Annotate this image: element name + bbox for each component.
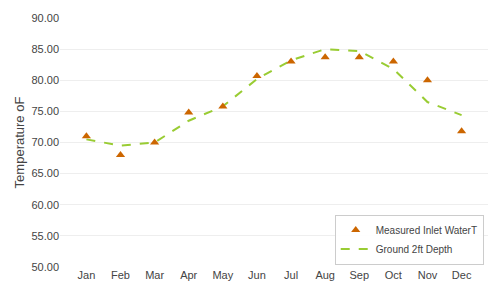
svg-text:Aug: Aug — [315, 269, 335, 281]
svg-text:75.00: 75.00 — [31, 105, 59, 117]
svg-text:Jun: Jun — [248, 269, 266, 281]
svg-text:Mar: Mar — [145, 269, 164, 281]
svg-text:55.00: 55.00 — [31, 230, 59, 242]
svg-text:80.00: 80.00 — [31, 74, 59, 86]
svg-text:Temperature oF: Temperature oF — [12, 97, 27, 189]
svg-text:Jul: Jul — [284, 269, 298, 281]
svg-text:90.00: 90.00 — [31, 12, 59, 24]
svg-text:Feb: Feb — [111, 269, 130, 281]
svg-text:Measured Inlet WaterT: Measured Inlet WaterT — [376, 225, 477, 236]
svg-text:Nov: Nov — [418, 269, 438, 281]
svg-text:Dec: Dec — [452, 269, 472, 281]
svg-text:Ground 2ft Depth: Ground 2ft Depth — [376, 244, 453, 255]
svg-text:50.00: 50.00 — [31, 261, 59, 273]
svg-text:70.00: 70.00 — [31, 136, 59, 148]
svg-text:85.00: 85.00 — [31, 43, 59, 55]
svg-text:60.00: 60.00 — [31, 199, 59, 211]
svg-text:Apr: Apr — [180, 269, 197, 281]
svg-text:Jan: Jan — [78, 269, 96, 281]
svg-text:65.00: 65.00 — [31, 167, 59, 179]
svg-text:Sep: Sep — [349, 269, 369, 281]
svg-text:Oct: Oct — [385, 269, 402, 281]
svg-text:May: May — [212, 269, 233, 281]
